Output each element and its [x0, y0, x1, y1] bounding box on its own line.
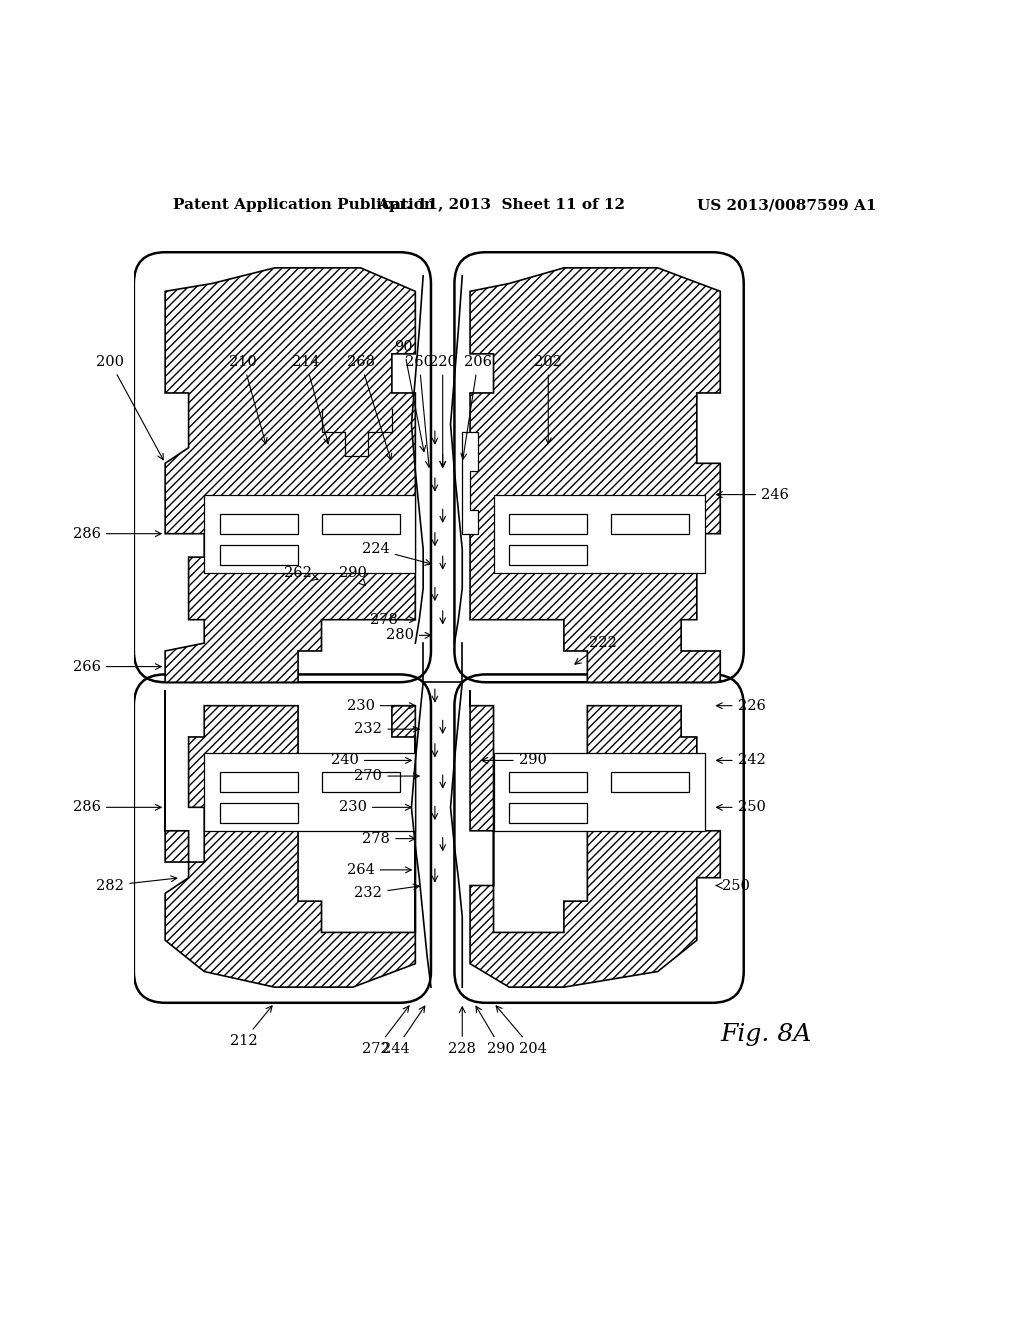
- Bar: [509, 515, 588, 533]
- Text: 290: 290: [476, 1006, 515, 1056]
- Text: Apr. 11, 2013  Sheet 11 of 12: Apr. 11, 2013 Sheet 11 of 12: [378, 198, 626, 213]
- Polygon shape: [165, 268, 416, 682]
- Text: 244: 244: [382, 1006, 425, 1056]
- Bar: [509, 545, 588, 565]
- Text: 232: 232: [354, 884, 419, 900]
- Text: 286: 286: [73, 800, 161, 814]
- Text: 210: 210: [229, 355, 267, 444]
- Bar: [322, 515, 399, 533]
- Bar: [220, 772, 298, 792]
- Bar: [220, 515, 298, 533]
- Text: 204: 204: [496, 1006, 547, 1056]
- Polygon shape: [470, 268, 720, 682]
- Text: 206: 206: [461, 355, 492, 459]
- Bar: [220, 804, 298, 822]
- Bar: [220, 545, 298, 565]
- Text: 240: 240: [331, 754, 412, 767]
- Text: 230: 230: [339, 800, 412, 814]
- Text: 230: 230: [346, 698, 415, 713]
- Text: 212: 212: [229, 1006, 272, 1048]
- Text: 232: 232: [354, 722, 419, 737]
- Text: 290: 290: [482, 754, 547, 767]
- Bar: [509, 804, 588, 822]
- Bar: [509, 772, 588, 792]
- Text: 278: 278: [370, 612, 415, 627]
- Text: 262: 262: [284, 566, 317, 581]
- Text: 268: 268: [346, 355, 392, 459]
- Text: 202: 202: [535, 355, 562, 444]
- Text: 266: 266: [73, 660, 161, 673]
- Text: 222: 222: [574, 636, 616, 664]
- Bar: [204, 495, 416, 573]
- Text: 246: 246: [717, 487, 788, 502]
- Text: Fig. 8A: Fig. 8A: [720, 1023, 811, 1045]
- Text: 214: 214: [292, 355, 330, 444]
- Text: 270: 270: [354, 770, 419, 783]
- Bar: [494, 752, 705, 830]
- Text: 264: 264: [347, 863, 412, 876]
- Polygon shape: [165, 690, 416, 987]
- Bar: [494, 495, 705, 573]
- Text: 250: 250: [717, 800, 766, 814]
- Text: 260: 260: [406, 355, 433, 467]
- Text: US 2013/0087599 A1: US 2013/0087599 A1: [697, 198, 877, 213]
- Text: 280: 280: [386, 628, 431, 643]
- Bar: [204, 752, 416, 830]
- Polygon shape: [462, 432, 478, 533]
- Text: 286: 286: [73, 527, 161, 541]
- Bar: [322, 772, 399, 792]
- Bar: [610, 515, 689, 533]
- Text: 250: 250: [716, 879, 750, 892]
- Text: 226: 226: [717, 698, 766, 713]
- Text: 272: 272: [362, 1006, 409, 1056]
- Polygon shape: [470, 690, 720, 987]
- Text: Patent Application Publication: Patent Application Publication: [173, 198, 435, 213]
- Bar: [610, 772, 689, 792]
- Text: 282: 282: [96, 876, 177, 892]
- Text: 90: 90: [394, 339, 426, 451]
- Text: 220: 220: [429, 355, 457, 467]
- Text: 228: 228: [449, 1007, 476, 1056]
- Text: 224: 224: [362, 543, 431, 565]
- Text: 290: 290: [339, 566, 367, 586]
- Text: 278: 278: [362, 832, 416, 846]
- Text: 242: 242: [717, 754, 765, 767]
- Text: 200: 200: [96, 355, 163, 459]
